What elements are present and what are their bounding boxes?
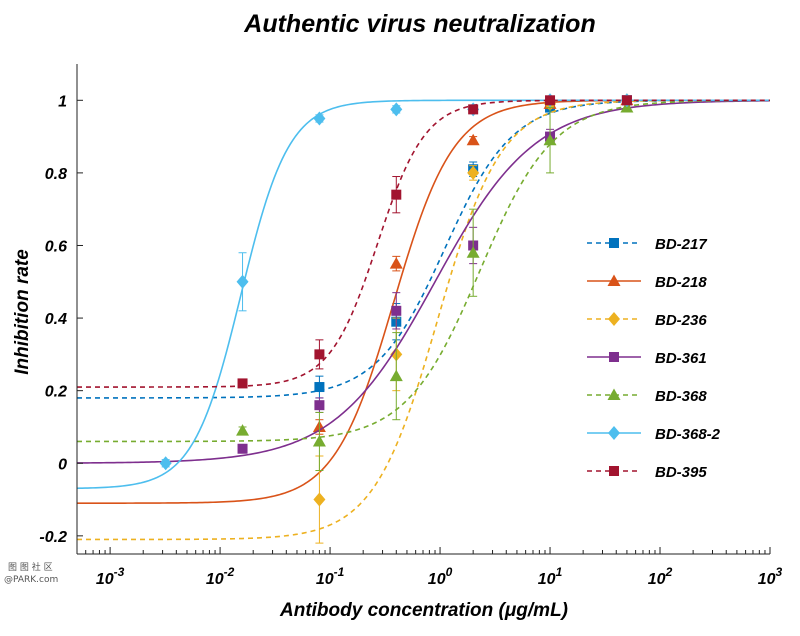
x-tick-label: 10-1 (316, 565, 345, 588)
x-axis-label: Antibody concentration (μg/mL) (279, 600, 568, 621)
x-tick-label: 102 (648, 565, 673, 588)
x-tick-label: 101 (538, 565, 563, 588)
legend-label: BD-218 (655, 274, 707, 291)
fit-curve-bd-236 (77, 99, 770, 541)
data-point (236, 424, 250, 436)
legend-label: BD-217 (655, 236, 707, 253)
data-point (237, 443, 248, 454)
series-bd-395 (77, 95, 770, 389)
legend-label: BD-361 (655, 350, 707, 367)
data-point (312, 434, 326, 447)
y-tick-label: 1 (58, 93, 67, 110)
y-axis-label: Inhibition rate (12, 249, 33, 375)
y-tick-label: 0.2 (45, 384, 67, 401)
data-point (543, 133, 557, 146)
y-tick-label: -0.2 (39, 529, 67, 546)
y-tick-label: 0.6 (45, 238, 67, 255)
series-bd-368 (77, 99, 770, 472)
legend-marker (609, 238, 619, 248)
legend-marker (608, 312, 620, 326)
legend-label: BD-236 (655, 312, 707, 329)
legend: BD-217 BD-218 BD-236 BD-361 BD-368 BD-368-2 BD… (587, 236, 721, 481)
data-point (466, 246, 480, 258)
data-point (390, 102, 403, 117)
data-point (468, 104, 479, 115)
legend-item-bd-368-2: BD-368-2 (587, 426, 721, 443)
data-point (314, 400, 325, 411)
legend-item-bd-368: BD-368 (587, 388, 707, 405)
chart-title: Authentic virus neutralization (243, 10, 595, 38)
legend-label: BD-368-2 (655, 426, 721, 443)
data-point (466, 133, 480, 146)
legend-label: BD-368 (655, 388, 707, 405)
data-point (313, 111, 326, 126)
legend-item-bd-361: BD-361 (587, 350, 707, 367)
data-point (621, 95, 632, 106)
legend-marker (609, 466, 619, 476)
legend-item-bd-236: BD-236 (587, 312, 707, 329)
legend-marker (607, 274, 621, 286)
data-point (545, 95, 556, 106)
legend-label: BD-395 (655, 464, 707, 481)
watermark-line1: 图 图 社 区 (8, 561, 53, 573)
data-point (389, 369, 403, 382)
y-tick-label: 0.8 (45, 166, 67, 183)
legend-marker (607, 388, 621, 400)
fit-curve-bd-361 (77, 99, 770, 464)
legend-marker (608, 426, 620, 440)
legend-marker (609, 352, 619, 362)
axes: -0.2 0 0.2 0.4 0.6 0.8 1 10-3 10-2 10-1 100 101 102 1… (39, 64, 783, 588)
data-point (391, 305, 402, 316)
x-tick-label: 10-3 (96, 565, 125, 588)
x-tick-label: 103 (758, 565, 783, 588)
data-point (391, 189, 402, 200)
data-point (159, 456, 172, 471)
fit-curve-bd-368 (77, 99, 770, 443)
data-point (314, 349, 325, 360)
data-point (389, 257, 403, 269)
x-tick-label: 100 (428, 565, 453, 588)
data-point (313, 492, 326, 507)
data-point (237, 378, 248, 389)
data-point (236, 274, 249, 289)
legend-item-bd-395: BD-395 (587, 464, 707, 481)
plot-area (77, 93, 770, 544)
watermark-line2: @PARK.com (4, 575, 58, 585)
fit-curve-bd-395 (77, 99, 770, 388)
legend-item-bd-217: BD-217 (587, 236, 707, 253)
legend-item-bd-218: BD-218 (587, 274, 707, 291)
data-point (314, 382, 325, 393)
y-tick-label: 0.4 (45, 311, 67, 328)
y-tick-label: 0 (58, 456, 67, 473)
data-point (467, 165, 480, 180)
x-tick-label: 10-2 (206, 565, 235, 588)
